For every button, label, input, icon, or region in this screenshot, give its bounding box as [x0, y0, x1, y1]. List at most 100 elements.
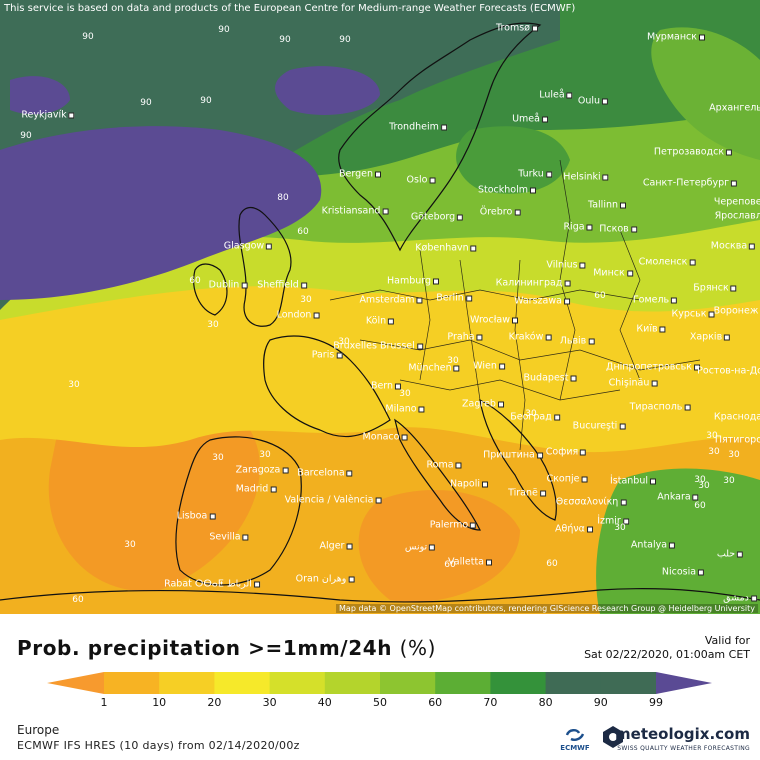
city-name: Barcelona [297, 467, 345, 479]
isoline-label: 90 [140, 98, 152, 108]
city-name: Ростов-на-Дону [697, 365, 760, 377]
city-label: Napoli [450, 479, 489, 490]
precipitation-field [0, 0, 760, 614]
city-marker [375, 497, 382, 503]
city-name: Мурманск [646, 31, 698, 43]
city-marker [465, 295, 472, 301]
city-marker [429, 544, 436, 550]
scale-tick-label: 10 [152, 696, 167, 709]
city-marker [382, 208, 389, 214]
city-label: Alger [320, 541, 353, 552]
valid-date: Sat 02/22/2020, 01:00am CET [584, 648, 750, 661]
city-name: Berlin [436, 292, 464, 304]
city-label: Краснодар [714, 412, 760, 423]
city-label: Nicosia [661, 566, 705, 578]
city-label: Trondheim [389, 122, 447, 133]
city-marker [659, 326, 666, 332]
city-marker [566, 92, 573, 98]
city-name: Alger [319, 540, 345, 552]
city-name: Тирасполь [629, 401, 683, 413]
isoline-label: 30 [259, 450, 271, 460]
city-name: Oslo [406, 174, 428, 186]
city-label: Stockholm [478, 185, 537, 196]
city-marker [536, 452, 543, 458]
city-name: Warszawa [514, 295, 562, 307]
city-name: Москва [710, 240, 748, 252]
city-label: Barcelona [297, 467, 353, 479]
meteologix-brand[interactable]: meteologix.com [615, 725, 750, 743]
city-name: Nicosia [661, 566, 697, 578]
city-marker [485, 559, 492, 565]
city-label: İstanbul [609, 475, 657, 487]
city-marker [692, 494, 699, 500]
legend-panel: Prob. precipitation >=1mm/24h (%) Valid … [0, 614, 760, 760]
city-label: Дніпропетровськ [606, 362, 700, 373]
city-name: Madrid [235, 483, 269, 495]
city-label: Ростов-на-Дону [697, 366, 760, 377]
city-name: Θεσσαλονίκη [555, 496, 619, 508]
isoline-label: 30 [525, 409, 537, 419]
isoline-label: 30 [207, 320, 219, 330]
city-name: Riga [563, 221, 585, 233]
map-attribution[interactable]: Map data © OpenStreetMap contributors, r… [336, 604, 758, 613]
city-label: Брянск [693, 283, 737, 294]
city-label: Гомель [633, 295, 678, 306]
city-marker [564, 280, 571, 286]
forecast-map[interactable]: This service is based on data and produc… [0, 0, 760, 614]
city-label: حلب [716, 548, 744, 560]
scale-tick-label: 1 [100, 696, 108, 709]
city-name: Praha [447, 331, 475, 343]
city-name: Sevilla [209, 531, 241, 543]
city-marker [346, 470, 353, 476]
city-label: Oran وهران [296, 574, 355, 585]
city-label: Vilnius [546, 260, 586, 271]
city-label: Umeå [512, 114, 548, 125]
city-marker [253, 581, 260, 587]
city-name: Bucureşti [572, 420, 618, 432]
city-name: Дніпропетровськ [606, 361, 692, 373]
ecmwf-logo: ECMWF [560, 728, 590, 752]
city-label: Reykjavík [21, 110, 75, 121]
city-name: Roma [426, 459, 454, 471]
city-label: Wien [473, 361, 505, 372]
isoline-label: 30 [694, 475, 706, 485]
city-marker [541, 116, 548, 122]
city-name: Архангельск [709, 102, 760, 114]
city-name: Luleå [539, 89, 565, 101]
city-label: Praha [447, 331, 483, 343]
color-scale [47, 672, 712, 694]
city-marker [588, 338, 595, 344]
city-label: Riga [563, 221, 593, 233]
isoline-label: 60 [297, 227, 309, 237]
city-label: Monaco [363, 432, 408, 443]
ecmwf-disclaimer: This service is based on data and produc… [4, 3, 576, 14]
city-marker [698, 569, 705, 575]
valid-time: Valid for Sat 02/22/2020, 01:00am CET [584, 634, 750, 662]
city-marker [433, 278, 440, 284]
isoline-label: 30 [300, 295, 312, 305]
city-name: Dublin [208, 279, 240, 291]
isoline-label: 30 [723, 476, 735, 486]
city-label: Санкт-Петербург [643, 178, 738, 189]
city-marker [693, 364, 700, 370]
title-text: Prob. precipitation >=1mm/24h [17, 636, 393, 660]
city-marker [282, 467, 289, 473]
scale-tick-label: 80 [538, 696, 553, 709]
city-label: Ярославль [715, 211, 760, 222]
city-name: İstanbul [609, 475, 649, 487]
city-label: Luleå [539, 89, 573, 101]
isoline-label: 90 [82, 32, 94, 42]
city-name: حلب [716, 548, 736, 560]
city-name: Köln [365, 315, 387, 327]
city-label: Oulu [578, 96, 609, 107]
city-name: Lisboa [176, 510, 208, 522]
valid-label: Valid for [704, 634, 750, 647]
city-name: Bergen [339, 168, 373, 180]
city-label: Tiranë [508, 488, 546, 499]
city-name: Wrocław [470, 314, 510, 326]
city-name: Смоленск [638, 256, 688, 268]
city-marker [545, 171, 552, 177]
city-name: Helsinki [563, 171, 601, 183]
city-name: Tallinn [587, 199, 619, 211]
city-label: Калининград [496, 278, 571, 289]
